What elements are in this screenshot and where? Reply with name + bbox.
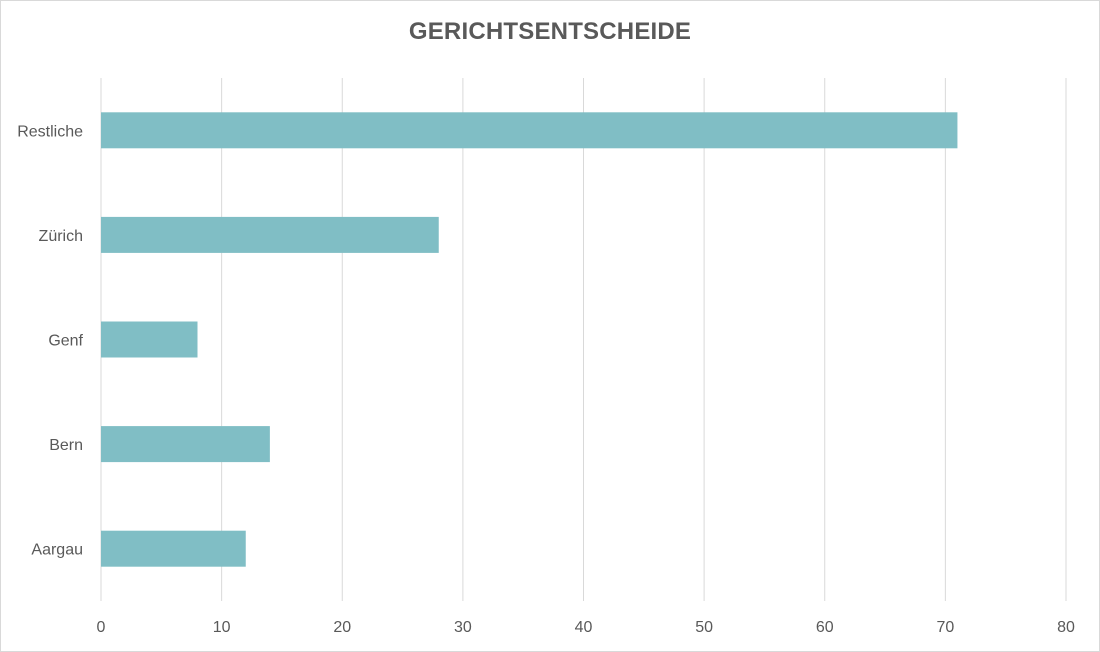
- bar-z-rich: [101, 217, 439, 253]
- x-tick-label: 80: [1057, 619, 1075, 636]
- bars: [101, 112, 957, 566]
- x-tick-label: 60: [816, 619, 834, 636]
- category-label: Aargau: [31, 542, 83, 559]
- x-tick-label: 30: [454, 619, 472, 636]
- x-tick-label: 50: [695, 619, 713, 636]
- bar-restliche: [101, 112, 957, 148]
- category-labels: Restliche Zürich Genf Bern Aargau: [17, 123, 83, 558]
- x-tick-label: 0: [97, 619, 106, 636]
- x-tick-label: 10: [213, 619, 231, 636]
- x-tick-label: 40: [575, 619, 593, 636]
- x-tick-label: 20: [333, 619, 351, 636]
- category-label: Restliche: [17, 123, 83, 140]
- bar-genf: [101, 322, 198, 358]
- x-tick-labels: 0 10 20 30 40 50 60 70 80: [97, 619, 1075, 636]
- category-label: Zürich: [39, 228, 83, 245]
- bar-aargau: [101, 531, 246, 567]
- category-label: Bern: [49, 437, 83, 454]
- bar-bern: [101, 426, 270, 462]
- category-label: Genf: [48, 333, 83, 350]
- gridlines: [101, 78, 1066, 601]
- x-tick-label: 70: [936, 619, 954, 636]
